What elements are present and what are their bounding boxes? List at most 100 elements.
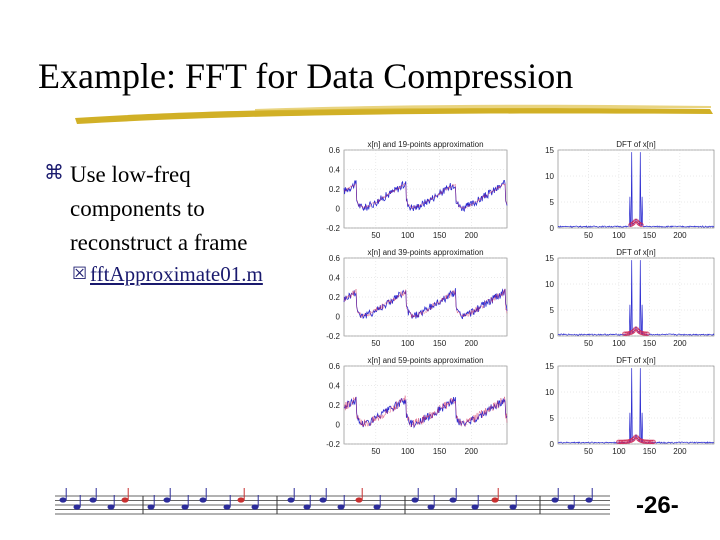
music-note (411, 497, 419, 503)
plot-frame (557, 257, 715, 337)
y-tick-label: 0 (550, 332, 555, 341)
selected-coefficient-marker (630, 221, 636, 226)
y-tick-label: 5 (550, 414, 555, 423)
y-bullet-icon: ☒ (72, 264, 88, 284)
signal-series (343, 396, 508, 429)
chart-title: DFT of x[n] (616, 140, 655, 149)
music-note (181, 504, 189, 510)
x-tick-label: 200 (465, 447, 479, 456)
page-number: -26- (636, 492, 679, 519)
selected-coefficient-marker (650, 439, 655, 444)
music-note (163, 497, 171, 503)
dft-series (557, 260, 715, 336)
x-tick-label: 50 (584, 339, 593, 348)
dft-series (558, 152, 715, 228)
dft-series (557, 368, 715, 444)
music-note (471, 504, 479, 510)
y-tick-label: 0.2 (329, 401, 341, 410)
chart-panel: x[n] and 39-points approximation 50 100 150… (326, 248, 508, 348)
y-tick-label: 10 (545, 280, 554, 289)
music-note (585, 497, 593, 503)
bullet-2-link[interactable]: fftApproximate01.m (90, 262, 263, 286)
x-tick-label: 50 (371, 231, 380, 240)
music-staff-decoration (55, 488, 610, 515)
selected-coefficient-marker (651, 439, 656, 445)
music-note (59, 497, 67, 503)
music-note (509, 504, 517, 510)
y-tick-label: 15 (545, 254, 554, 263)
y-tick-label: 0.2 (329, 293, 341, 302)
selected-coefficient-marker (644, 331, 649, 336)
y-tick-label: 5 (550, 198, 555, 207)
music-note (107, 504, 115, 510)
chart-title: DFT of x[n] (616, 248, 655, 257)
x-tick-label: 200 (673, 231, 687, 240)
time-domain-plots: x[n] and 19-points approximation 50 100 150… (318, 138, 513, 462)
music-note (303, 504, 311, 510)
y-tick-label: 0.6 (329, 362, 341, 371)
chart-panel: x[n] and 19-points approximation 50 100 150… (326, 140, 508, 240)
music-note (287, 497, 295, 503)
y-tick-label: -0.2 (326, 332, 340, 341)
music-note (551, 497, 559, 503)
x-tick-label: 150 (433, 231, 447, 240)
selected-coefficient-marker (630, 329, 636, 334)
signal-series (343, 288, 508, 320)
music-note (199, 497, 207, 503)
bullet-1-line-3: reconstruct a frame (70, 230, 248, 255)
approximation-series (343, 395, 508, 428)
music-note (449, 497, 457, 503)
music-note (251, 504, 259, 510)
music-note (73, 504, 81, 510)
bullet-1: Use low-freq components to reconstruct a… (70, 158, 310, 260)
music-note (337, 504, 345, 510)
music-note (237, 497, 245, 503)
chart-title: x[n] and 59-points approximation (367, 356, 483, 365)
x-tick-label: 150 (433, 447, 447, 456)
x-tick-label: 50 (371, 339, 380, 348)
x-tick-label: 150 (643, 339, 657, 348)
y-tick-label: 15 (545, 362, 554, 371)
y-tick-label: 0 (336, 313, 341, 322)
music-note (373, 504, 381, 510)
y-tick-label: 0.6 (329, 146, 341, 155)
chart-title: DFT of x[n] (616, 356, 655, 365)
y-tick-label: -0.2 (326, 224, 340, 233)
title-brush-stroke (75, 104, 713, 124)
z-bullet-icon: ⌘ (44, 160, 64, 184)
bullet-1-line-2: components to (70, 196, 205, 221)
y-tick-label: 10 (545, 388, 554, 397)
approximation-series (343, 288, 508, 319)
x-tick-label: 200 (673, 447, 687, 456)
dft-plots: DFT of x[n] 50 100 150 200 15 10 5 0 DFT of x[n] 5… (530, 138, 720, 462)
bullet-1-line-1: Use low-freq (70, 162, 191, 187)
music-note (491, 497, 499, 503)
y-tick-label: 0.4 (329, 274, 341, 283)
chart-title: x[n] and 39-points approximation (367, 248, 483, 257)
music-note (355, 497, 363, 503)
slide-title: Example: FFT for Data Compression (38, 56, 574, 96)
approximation-series (343, 182, 508, 210)
x-tick-label: 200 (465, 339, 479, 348)
x-tick-label: 150 (643, 447, 657, 456)
x-tick-label: 50 (584, 447, 593, 456)
music-note (567, 504, 575, 510)
selected-coefficient-marker (645, 331, 650, 336)
y-tick-label: 0.2 (329, 185, 341, 194)
y-tick-label: 0.4 (329, 166, 341, 175)
chart-panel: x[n] and 59-points approximation 50 100 150… (326, 356, 508, 456)
selected-coefficient-marker (639, 222, 644, 227)
music-note (121, 497, 129, 503)
chart-title: x[n] and 19-points approximation (367, 140, 483, 149)
plot-frame (557, 149, 715, 229)
y-tick-label: 10 (545, 172, 554, 181)
selected-coefficient-marker (649, 439, 654, 444)
x-tick-label: 100 (612, 339, 626, 348)
x-tick-label: 100 (401, 231, 415, 240)
plot-frame (557, 365, 715, 445)
x-tick-label: 200 (673, 339, 687, 348)
y-tick-label: 0.6 (329, 254, 341, 263)
x-tick-label: 50 (371, 447, 380, 456)
